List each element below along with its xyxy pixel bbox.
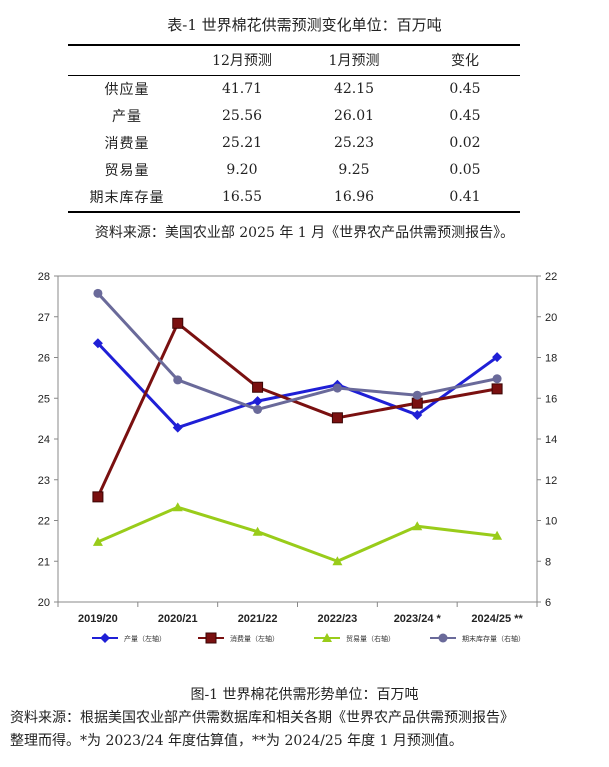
table-header-row: 12月预测 1月预测 变化: [68, 45, 520, 75]
series-0-point: [412, 409, 423, 420]
series-3-point: [173, 375, 183, 385]
series-2-point: [252, 526, 263, 536]
left-axis-tick-label: 21: [38, 556, 50, 568]
right-axis-tick-label: 8: [545, 556, 551, 568]
series-2-point: [172, 502, 183, 512]
series-line-2: [97, 505, 498, 563]
x-axis-tick-label: 2024/25 **: [471, 613, 523, 625]
left-axis-tick-label: 27: [38, 312, 50, 324]
series-0-point: [92, 338, 103, 349]
header-dec-forecast: 12月预测: [212, 53, 272, 70]
row-label: 产量: [112, 109, 142, 125]
right-axis-tick-label: 6: [545, 597, 551, 609]
cotton-supply-demand-chart: 20 21 22 23 24 25 26 27 28 6 8 10 12 14 16 18 20 22 2019/2…: [38, 271, 557, 644]
figure-source-line-2: 整理而得。*为 2023/24 年度估算值，**为 2024/25 年度 1 月…: [10, 733, 463, 749]
left-axis-tick-label: 28: [38, 271, 50, 283]
cell-change: 0.02: [449, 135, 481, 151]
cell-jan: 25.23: [333, 135, 375, 151]
series-0-point: [492, 352, 503, 363]
table-row: 供应量 41.71 42.15 0.45: [68, 75, 520, 103]
series-1-point: [92, 491, 104, 503]
legend-label: 消费量（左轴）: [230, 634, 279, 643]
series-3-point: [332, 383, 342, 393]
right-axis-tick-label: 14: [545, 434, 557, 446]
legend-swatch-marker: [322, 633, 332, 642]
series-line-0: [96, 342, 498, 430]
cell-dec: 25.56: [221, 108, 263, 124]
series-2-point: [412, 521, 423, 531]
cell-jan: 9.25: [338, 162, 370, 178]
cell-change: 0.41: [449, 189, 481, 205]
table-row: 消费量 25.21 25.23 0.02: [68, 130, 520, 157]
right-axis-tick-label: 18: [545, 353, 557, 365]
legend-swatch-marker: [438, 633, 448, 643]
x-axis-tick-label: 2023/24 *: [394, 613, 442, 625]
left-axis-tick-label: 20: [38, 597, 50, 609]
left-axis-tick-label: 23: [38, 475, 50, 487]
cell-dec: 9.20: [226, 162, 258, 178]
series-2-point: [92, 536, 103, 546]
right-axis-tick-label: 20: [545, 312, 557, 324]
figure-source-line-1: 资料来源：根据美国农业部产供需数据库和相关各期《世界农产品供需预测报告》: [10, 710, 514, 726]
right-axis-tick-label: 22: [545, 271, 557, 283]
table-row: 产量 25.56 26.01 0.45: [68, 103, 520, 130]
series-3-point: [93, 288, 103, 298]
right-axis-tick-label: 10: [545, 516, 557, 528]
series-line-3: [96, 292, 498, 411]
legend-swatch-marker: [100, 633, 110, 643]
legend-label: 期末库存量（右轴）: [462, 634, 525, 643]
cell-change: 0.45: [449, 81, 481, 97]
left-axis-tick-label: 25: [38, 393, 50, 405]
legend-label: 贸易量（右轴）: [346, 634, 395, 643]
series-2-point: [492, 530, 503, 540]
x-axis-tick-label: 2020/21: [158, 613, 198, 625]
cell-change: 0.45: [449, 108, 481, 124]
series-2-point: [332, 556, 343, 566]
series-1-point: [172, 317, 184, 329]
right-axis-tick-label: 12: [545, 475, 557, 487]
cell-dec: 16.55: [221, 189, 263, 205]
series-0-point: [172, 422, 183, 433]
cell-dec: 25.21: [221, 135, 263, 151]
plot-area-frame: [57, 275, 538, 603]
table-row: 贸易量 9.20 9.25 0.05: [68, 157, 520, 184]
series-3-point: [412, 390, 422, 400]
cell-change: 0.05: [449, 162, 481, 178]
x-axis-tick-label: 2021/22: [238, 613, 278, 625]
row-label: 贸易量: [104, 163, 150, 179]
x-axis-tick-label: 2019/20: [78, 613, 118, 625]
row-label: 期末库存量: [89, 190, 165, 206]
left-axis-tick-label: 26: [38, 353, 50, 365]
legend-swatch-marker: [205, 632, 217, 644]
table-row: 期末库存量 16.55 16.96 0.41: [68, 184, 520, 212]
supply-demand-table: 12月预测 1月预测 变化 供应量 41.71 42.15 0.45 产量 25…: [68, 44, 520, 213]
series-1-point: [252, 381, 264, 393]
row-label: 供应量: [104, 82, 150, 98]
figure-caption: 图-1 世界棉花供需形势单位：百万吨: [190, 687, 419, 703]
table-source-note: 资料来源：美国农业部 2025 年 1 月《世界农产品供需预测报告》。: [94, 225, 515, 241]
right-axis-tick-label: 16: [545, 393, 557, 405]
table-title: 表-1 世界棉花供需预测变化单位：百万吨: [167, 16, 442, 34]
left-axis-tick-label: 24: [38, 434, 50, 446]
row-label: 消费量: [104, 136, 150, 152]
header-blank: [68, 45, 186, 75]
header-jan-forecast: 1月预测: [328, 53, 380, 70]
left-axis-tick-label: 22: [38, 516, 50, 528]
cell-jan: 42.15: [333, 81, 375, 97]
x-axis-tick-label: 2022/23: [318, 613, 358, 625]
cell-jan: 26.01: [333, 108, 375, 124]
legend-label: 产量（左轴）: [124, 634, 166, 643]
figure-source-note: 资料来源：根据美国农业部产供需数据库和相关各期《世界农产品供需预测报告》 整理而…: [10, 707, 605, 753]
series-3-point: [253, 404, 263, 414]
header-change: 变化: [451, 53, 479, 70]
series-1-point: [491, 383, 503, 395]
series-3-point: [492, 374, 502, 384]
cell-jan: 16.96: [333, 189, 375, 205]
cell-dec: 41.71: [221, 81, 263, 97]
series-0-point: [252, 396, 263, 407]
series-1-point: [331, 412, 343, 424]
series-line-1: [96, 321, 498, 498]
